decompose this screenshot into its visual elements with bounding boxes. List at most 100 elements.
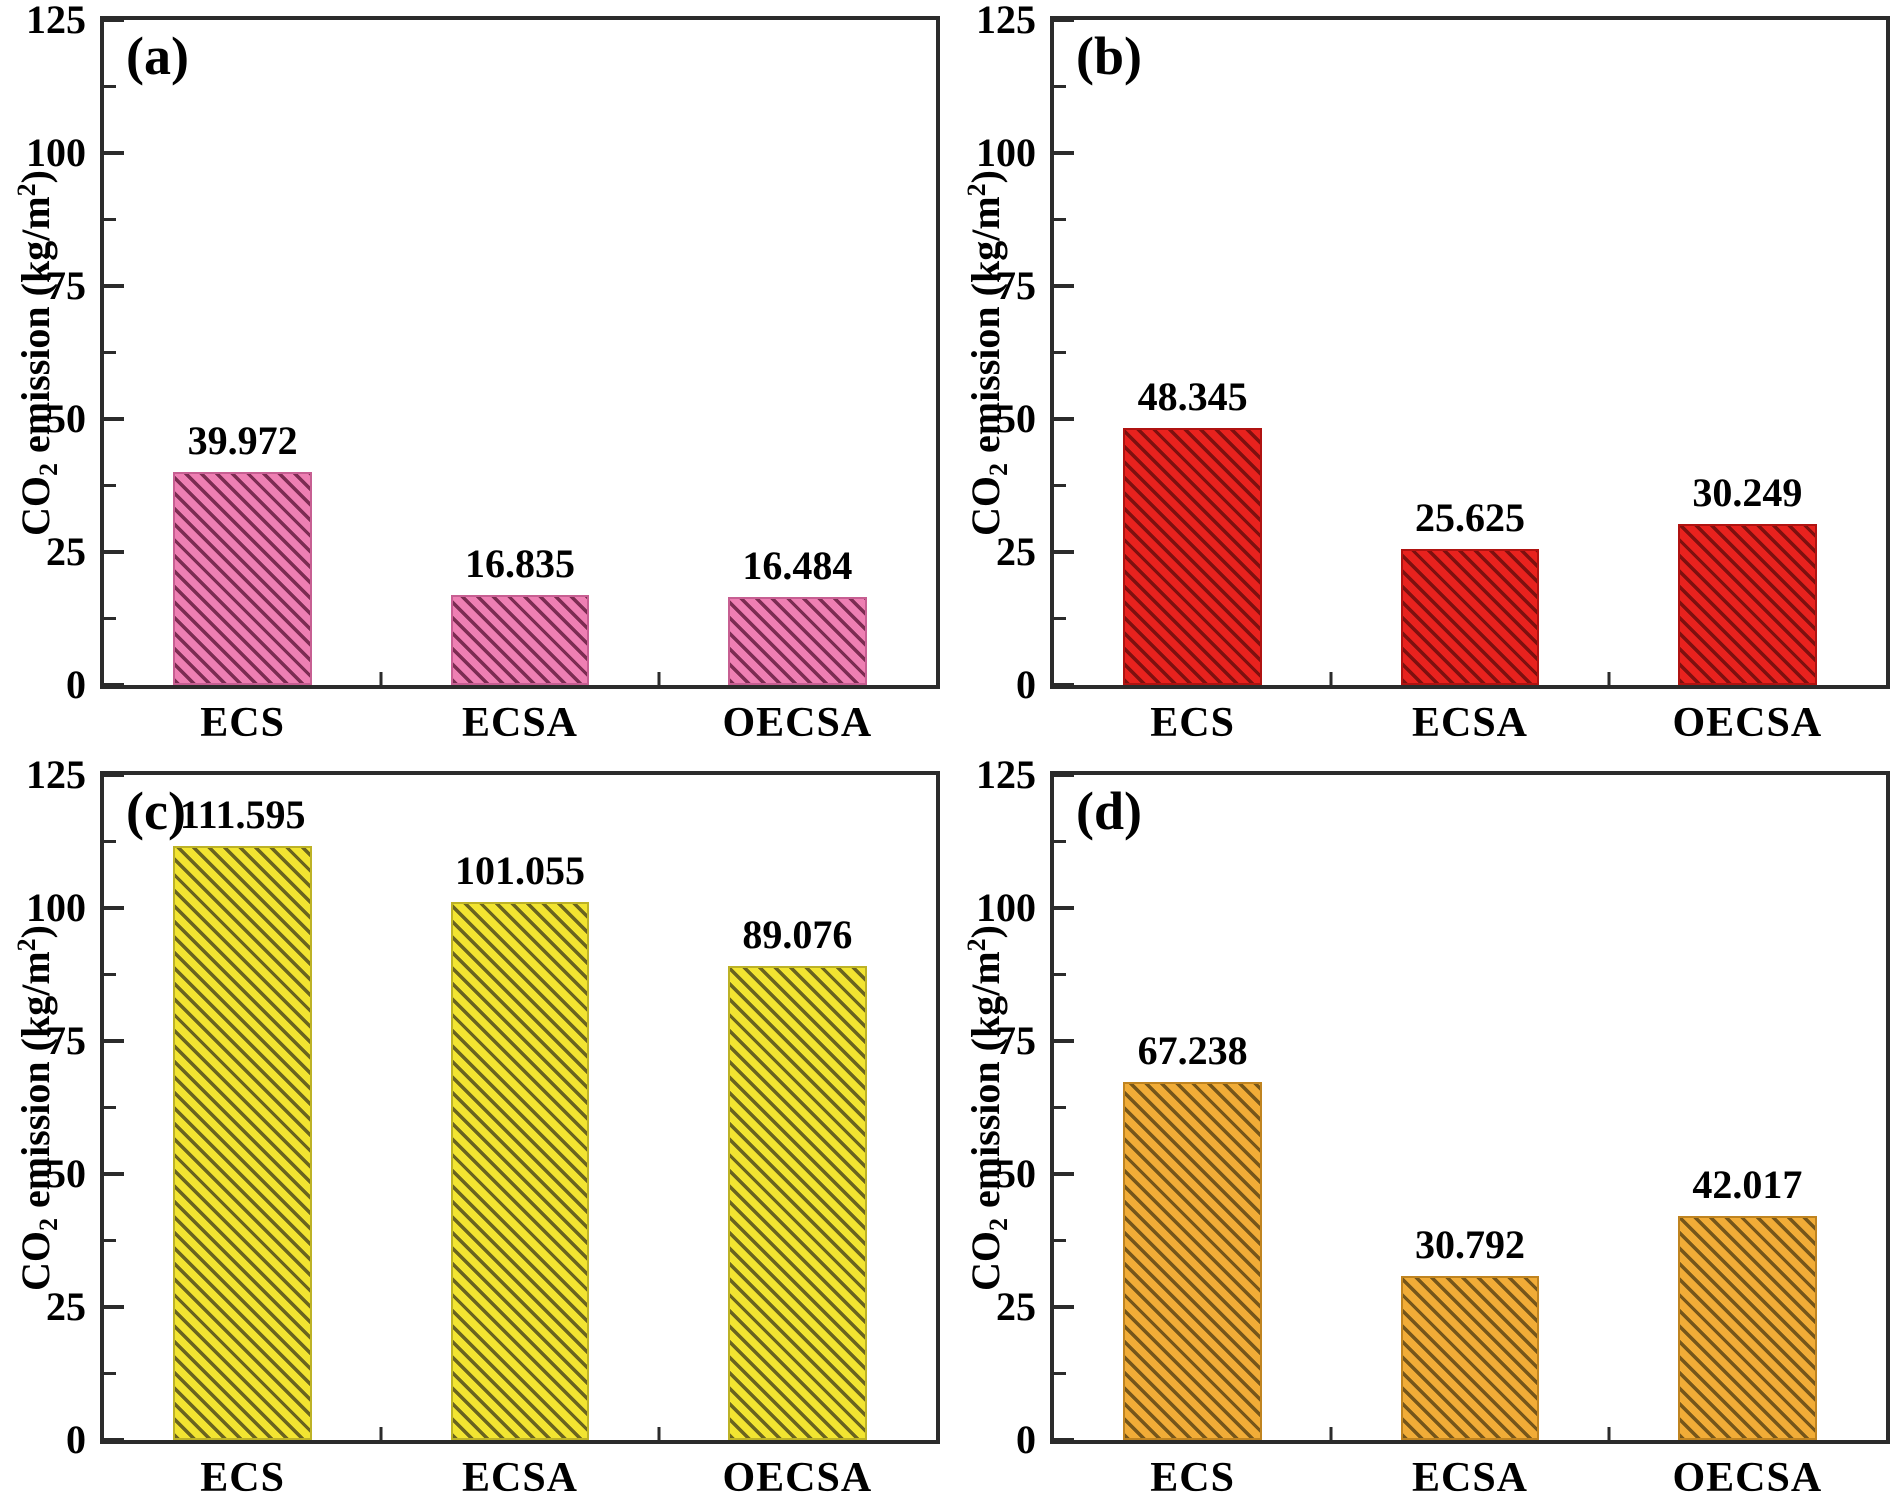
- y-tick-label: 50: [46, 396, 86, 441]
- y-tick-label: 25: [996, 1284, 1036, 1329]
- y-major-tick: [104, 906, 124, 910]
- panel-a: CO2 emission (kg/m2) 0 25 50 75 100 125 39.972 1…: [0, 0, 950, 755]
- y-tick-label: 0: [1016, 1417, 1036, 1462]
- y-axis-label-superscript: 2: [962, 937, 991, 951]
- panel-letter: (c): [126, 781, 186, 841]
- y-tick-label: 0: [66, 662, 86, 707]
- y-axis-label-subscript: 2: [984, 462, 1013, 476]
- y-axis-label: CO2 emission (kg/m2): [12, 169, 63, 535]
- y-minor-tick: [1054, 218, 1066, 221]
- y-minor-tick: [104, 1239, 116, 1242]
- y-major-tick: [1054, 1172, 1074, 1176]
- x-category-label-ecsa: ECSA: [1411, 700, 1529, 746]
- panel-letter: (b): [1076, 26, 1142, 86]
- x-category-label-ecsa: ECSA: [461, 700, 579, 746]
- x-axis-tick: [379, 672, 383, 685]
- bar-oecsa: [1678, 1216, 1817, 1440]
- y-tick-label: 75: [46, 1018, 86, 1063]
- y-minor-tick: [104, 1372, 116, 1375]
- y-major-tick: [1054, 284, 1074, 288]
- panel-c: CO2 emission (kg/m2) 0 25 50 75 100 125 111.595…: [0, 752, 950, 1510]
- y-minor-tick: [1054, 1239, 1066, 1242]
- y-minor-tick: [104, 351, 116, 354]
- y-major-tick: [1054, 1305, 1074, 1309]
- y-tick-label: 25: [46, 1284, 86, 1329]
- y-axis-label: CO2 emission (kg/m2): [962, 924, 1013, 1290]
- bar-ecs: [173, 846, 312, 1440]
- x-axis-tick: [1607, 1427, 1611, 1440]
- y-minor-tick: [104, 218, 116, 221]
- bar-ecsa: [450, 595, 590, 685]
- y-tick-label: 125: [976, 752, 1036, 797]
- y-tick-label: 100: [976, 130, 1036, 175]
- y-major-tick: [104, 550, 124, 554]
- bar-value-label: 30.792: [1415, 1222, 1525, 1268]
- y-major-tick: [104, 1438, 124, 1442]
- y-major-tick: [1054, 18, 1074, 22]
- y-major-tick: [1054, 1039, 1074, 1043]
- y-major-tick: [104, 18, 124, 22]
- x-axis-tick: [1329, 672, 1333, 685]
- y-tick-label: 25: [46, 529, 86, 574]
- y-axis-label-subscript: 2: [34, 1217, 63, 1231]
- panel-b: CO2 emission (kg/m2) 0 25 50 75 100 125 48.345 2…: [950, 0, 1900, 755]
- bar-ecs: [1123, 1082, 1262, 1440]
- plot-area: 48.345 25.625 30.249 (b): [1050, 16, 1890, 689]
- bar-oecsa: [728, 966, 867, 1440]
- bar-value-label: 39.972: [187, 418, 298, 464]
- y-major-tick: [104, 417, 124, 421]
- y-tick-label: 0: [1016, 662, 1036, 707]
- y-major-tick: [104, 151, 124, 155]
- y-major-tick: [1054, 151, 1074, 155]
- y-major-tick: [1054, 417, 1074, 421]
- y-major-tick: [1054, 773, 1074, 777]
- x-category-label-ecsa: ECSA: [461, 1455, 579, 1501]
- y-axis-label-superscript: 2: [12, 182, 41, 196]
- bar-value-label: 16.484: [742, 543, 853, 589]
- bar-value-label: 16.835: [465, 541, 575, 587]
- y-minor-tick: [104, 1106, 116, 1109]
- y-minor-tick: [1054, 617, 1066, 620]
- y-tick-label: 75: [996, 263, 1036, 308]
- bar-ecsa: [450, 902, 590, 1440]
- y-tick-label: 125: [26, 0, 86, 42]
- y-minor-tick: [1054, 85, 1066, 88]
- x-category-label-oecsa: OECSA: [1672, 1455, 1823, 1501]
- panel-letter: (d): [1076, 781, 1142, 841]
- y-tick-label: 100: [26, 130, 86, 175]
- y-major-tick: [104, 1172, 124, 1176]
- bar-value-label: 89.076: [742, 912, 853, 958]
- y-tick-label: 100: [26, 885, 86, 930]
- y-major-tick: [104, 1039, 124, 1043]
- y-major-tick: [1054, 906, 1074, 910]
- y-minor-tick: [1054, 1372, 1066, 1375]
- y-axis-label-subscript: 2: [984, 1217, 1013, 1231]
- y-minor-tick: [104, 617, 116, 620]
- y-minor-tick: [104, 484, 116, 487]
- y-tick-label: 0: [66, 1417, 86, 1462]
- y-major-tick: [1054, 550, 1074, 554]
- x-axis-tick: [657, 1427, 661, 1440]
- plot-area: 39.972 16.835 16.484 (a): [100, 16, 940, 689]
- x-axis-tick: [1329, 1427, 1333, 1440]
- y-major-tick: [1054, 1438, 1074, 1442]
- y-tick-label: 125: [26, 752, 86, 797]
- x-category-label-ecs: ECS: [200, 1455, 285, 1501]
- x-category-label-oecsa: OECSA: [722, 1455, 873, 1501]
- y-axis-label: CO2 emission (kg/m2): [12, 924, 63, 1290]
- plot-area: 67.238 30.792 42.017 (d): [1050, 771, 1890, 1444]
- y-tick-label: 100: [976, 885, 1036, 930]
- y-major-tick: [1054, 683, 1074, 687]
- y-tick-label: 50: [996, 1151, 1036, 1196]
- bar-value-label: 42.017: [1692, 1162, 1803, 1208]
- y-major-tick: [104, 683, 124, 687]
- x-category-label-oecsa: OECSA: [722, 700, 873, 746]
- plot-area: 111.595 101.055 89.076 (c): [100, 771, 940, 1444]
- y-minor-tick: [1054, 973, 1066, 976]
- bar-ecsa: [1400, 548, 1540, 685]
- x-category-label-ecsa: ECSA: [1411, 1455, 1529, 1501]
- bar-oecsa: [1678, 524, 1817, 685]
- y-axis-label-subscript: 2: [34, 462, 63, 476]
- y-minor-tick: [1054, 840, 1066, 843]
